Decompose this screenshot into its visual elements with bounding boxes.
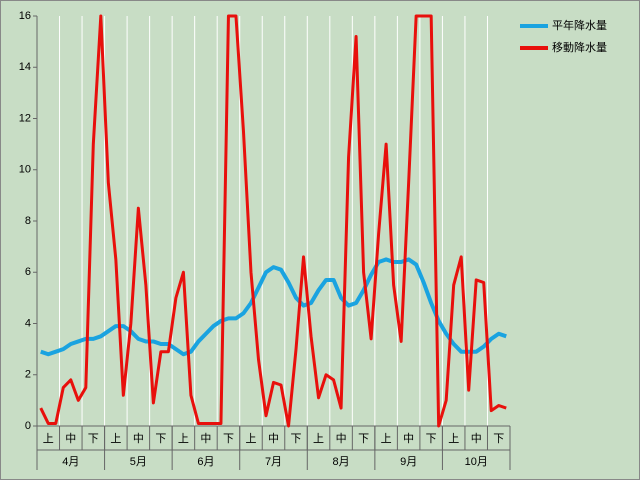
month-label: 5月 <box>130 456 147 468</box>
y-tick-label: 16 <box>19 10 31 22</box>
month-label: 9月 <box>400 456 417 468</box>
legend-label: 平年降水量 <box>552 18 607 32</box>
legend-label: 移動降水量 <box>552 40 607 54</box>
x-tick-label: 上 <box>448 432 459 445</box>
x-tick-label: 中 <box>268 432 279 445</box>
x-tick-label: 中 <box>471 432 482 445</box>
y-tick-label: 0 <box>25 420 31 432</box>
x-tick-label: 下 <box>291 433 302 445</box>
month-label: 6月 <box>197 456 214 468</box>
x-tick-label: 上 <box>245 432 256 445</box>
month-label: 4月 <box>62 456 79 468</box>
x-tick-label: 上 <box>178 432 189 445</box>
x-tick-label: 中 <box>336 432 347 445</box>
y-tick-label: 4 <box>25 317 31 329</box>
x-tick-label: 上 <box>381 432 392 445</box>
y-tick-label: 2 <box>25 369 31 381</box>
x-tick-label: 下 <box>223 433 234 445</box>
x-tick-label: 下 <box>155 433 166 445</box>
x-tick-label: 上 <box>110 432 121 445</box>
y-tick-label: 6 <box>25 266 31 278</box>
x-tick-label: 中 <box>65 432 76 445</box>
x-tick-label: 下 <box>493 433 504 445</box>
x-tick-label: 下 <box>88 433 99 445</box>
x-tick-label: 上 <box>313 432 324 445</box>
series-line <box>39 14 507 428</box>
y-tick-label: 10 <box>19 164 31 176</box>
x-tick-label: 上 <box>43 432 54 445</box>
y-tick-label: 12 <box>19 112 31 124</box>
x-tick-label: 中 <box>200 432 211 445</box>
x-tick-label: 中 <box>133 432 144 445</box>
month-label: 7月 <box>265 456 282 468</box>
y-tick-label: 14 <box>19 61 31 73</box>
month-label: 10月 <box>465 456 488 468</box>
y-tick-label: 8 <box>25 215 31 227</box>
x-tick-label: 下 <box>358 433 369 445</box>
x-tick-label: 中 <box>403 432 414 445</box>
month-label: 8月 <box>333 456 350 468</box>
x-tick-label: 下 <box>426 433 437 445</box>
